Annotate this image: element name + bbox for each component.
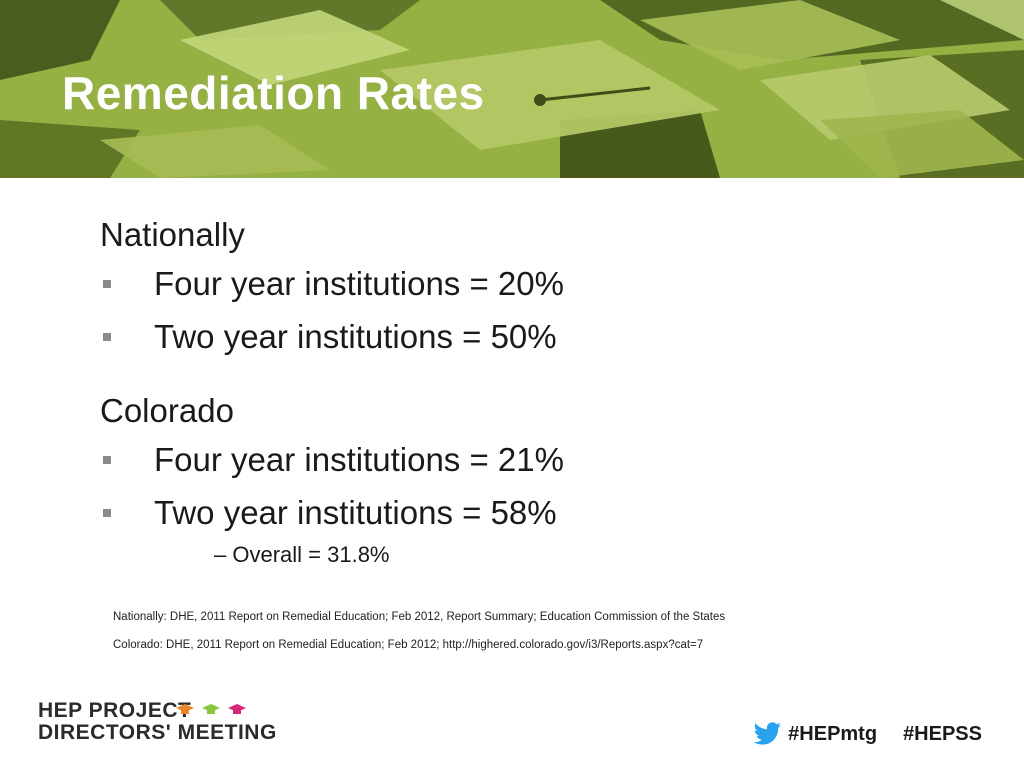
source-colorado: Colorado: DHE, 2011 Report on Remedial E… <box>113 639 704 651</box>
header-banner: Remediation Rates <box>0 0 1024 178</box>
sub-bullet-overall: – Overall = 31.8% <box>214 542 390 567</box>
square-bullet-icon <box>103 333 111 341</box>
section-heading-colorado: Colorado <box>100 392 234 429</box>
square-bullet-icon <box>103 456 111 464</box>
hashtag-bar: #HEPmtg #HEPSS <box>754 722 982 746</box>
hep-logo: HEP PROJECT DIRECTORS' MEETING <box>38 700 277 744</box>
section-heading-nationally: Nationally <box>100 216 245 253</box>
graduation-cap-icon <box>228 704 246 714</box>
bullet-item: Two year institutions = 50% <box>100 310 980 363</box>
hashtag-hepss: #HEPSS <box>903 722 982 745</box>
logo-line-1: HEP PROJECT <box>38 699 192 722</box>
square-bullet-icon <box>103 280 111 288</box>
twitter-bird-icon <box>754 722 782 745</box>
graduation-caps-icons <box>176 703 248 722</box>
graduation-cap-icon <box>202 704 220 714</box>
hashtag-hepmtg: #HEPmtg <box>788 722 878 745</box>
bullet-text: Two year institutions = 50% <box>154 318 557 355</box>
logo-line-2: DIRECTORS' MEETING <box>38 721 277 744</box>
bullet-text: Four year institutions = 20% <box>154 265 564 302</box>
graduation-caps-background <box>0 0 1024 178</box>
bullet-item: Four year institutions = 21% <box>100 433 980 486</box>
bullet-text: Four year institutions = 21% <box>154 441 564 478</box>
bullet-item: Two year institutions = 58% <box>100 486 980 539</box>
bullet-text: Two year institutions = 58% <box>154 494 557 531</box>
square-bullet-icon <box>103 509 111 517</box>
slide-title: Remediation Rates <box>62 67 485 119</box>
slide-body: Nationally Four year institutions = 20% … <box>100 213 980 573</box>
source-nationally: Nationally: DHE, 2011 Report on Remedial… <box>113 611 726 623</box>
bullet-item: Four year institutions = 20% <box>100 257 980 310</box>
graduation-cap-icon <box>176 704 194 714</box>
sources-footnotes: Nationally: DHE, 2011 Report on Remedial… <box>113 610 725 666</box>
